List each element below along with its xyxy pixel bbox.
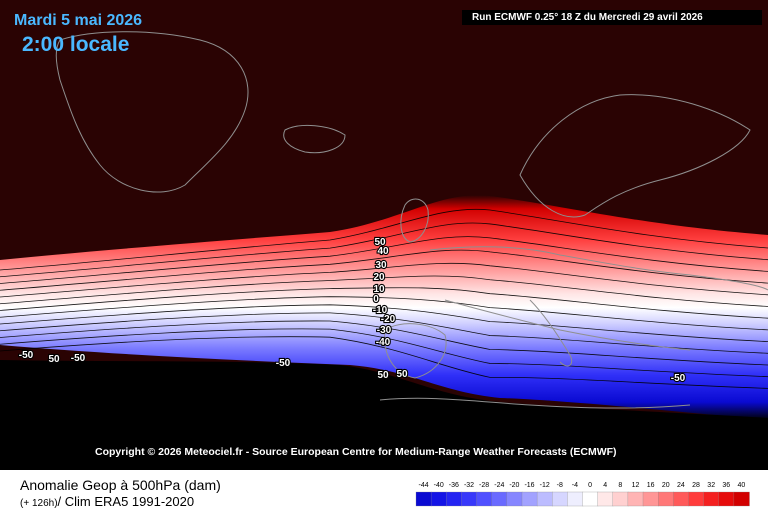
contour-line (0, 222, 768, 278)
contour-line (0, 275, 768, 307)
contour-label: 50 (48, 354, 60, 365)
legend-swatch (415, 491, 432, 507)
contour-label: -50 (19, 350, 34, 361)
legend-label: 20 (662, 482, 670, 489)
italy-coast (529, 299, 573, 367)
contour-label: -30 (377, 325, 392, 336)
contour-lines (0, 208, 768, 389)
map-subtitle: (+ 126h)/ Clim ERA5 1991-2020 (20, 494, 194, 509)
europe-coast (429, 246, 768, 351)
legend-swatch (703, 491, 720, 507)
legend-swatch (521, 491, 538, 507)
legend-swatch (567, 491, 584, 507)
forecast-lead: (+ 126h) (20, 498, 58, 509)
legend-swatch (430, 491, 447, 507)
legend-label: -16 (524, 482, 534, 489)
legend-swatch (552, 491, 568, 507)
contour-label: -40 (376, 337, 391, 348)
legend-label: 28 (692, 482, 700, 489)
legend-label: -32 (464, 482, 474, 489)
legend-swatch (506, 491, 523, 507)
north-africa-coast (379, 397, 691, 409)
contour-label: 50 (377, 370, 389, 381)
contour-line (0, 262, 768, 298)
legend-label: 24 (677, 482, 685, 489)
legend-swatch (446, 491, 463, 507)
legend-swatch (536, 491, 553, 507)
legend-label: -12 (540, 482, 550, 489)
contour-label: 50 (374, 237, 386, 248)
contour-label: -50 (71, 353, 86, 364)
legend-swatch (688, 491, 705, 507)
contour-line (0, 287, 768, 319)
contour-line (0, 249, 768, 291)
legend-label: 16 (647, 482, 655, 489)
legend-label: -8 (557, 482, 563, 489)
legend-swatch (582, 491, 599, 507)
coastlines (55, 31, 768, 409)
forecast-date: Mardi 5 mai 2026 (14, 12, 143, 29)
legend-swatch (612, 491, 629, 507)
legend-label: 0 (588, 482, 592, 489)
legend-label: -20 (509, 482, 519, 489)
contour-label: -20 (381, 314, 396, 325)
contour-line (0, 304, 768, 342)
legend-swatch (673, 491, 690, 507)
legend-labels: -44 -40 -36 -32 -28 -24 -20 -16 -12 -8 -4 0 4 8 12 16 20… (419, 482, 746, 489)
contour-label: 40 (377, 246, 389, 257)
legend-label: -40 (434, 482, 444, 489)
legend-label: 12 (632, 482, 640, 489)
legend-label: -24 (494, 482, 504, 489)
contour-line (0, 208, 768, 271)
legend-swatch (627, 491, 644, 507)
iberia-coast (384, 323, 447, 379)
contour-label: 0 (373, 294, 379, 305)
contour-line (0, 296, 768, 331)
contour-line (0, 328, 768, 378)
legend-swatches (415, 491, 750, 507)
scandinavia-coast (519, 94, 751, 218)
forecast-time: 2:00 locale (22, 33, 130, 56)
greenland-coast (55, 31, 249, 193)
legend-label: -28 (479, 482, 489, 489)
legend-label: -44 (419, 482, 429, 489)
contour-line (0, 336, 768, 389)
british-isles-coast (400, 198, 429, 243)
legend-swatch (642, 491, 659, 507)
legend-label: -36 (449, 482, 459, 489)
contour-labels: 50 40 30 20 10 0 -10 -20 -30 -40 -50 50 … (18, 236, 687, 385)
color-legend: -44 -40 -36 -32 -28 -24 -20 -16 -12 -8 -4 0 4 8 12 16 20… (415, 482, 750, 507)
legend-label: 8 (618, 482, 622, 489)
copyright-text: Copyright © 2026 Meteociel.fr - Source E… (95, 446, 617, 458)
contour-label: 50 (396, 369, 408, 380)
legend-label: -4 (572, 482, 578, 489)
legend-swatch (491, 491, 508, 507)
map-title: Anomalie Geop à 500hPa (dam) (20, 477, 221, 493)
contour-label: 20 (373, 272, 385, 283)
anomaly-map: 50 40 30 20 10 0 -10 -20 -30 -40 -50 50 … (0, 0, 768, 470)
legend-swatch (461, 491, 478, 507)
run-info: Run ECMWF 0.25° 18 Z du Mercredi 29 avri… (462, 10, 762, 25)
legend-swatch (658, 491, 674, 507)
contour-line (0, 320, 768, 366)
iceland-coast (283, 125, 346, 154)
legend-swatch (476, 491, 493, 507)
contour-label: 30 (375, 260, 387, 271)
legend-swatch (718, 491, 735, 507)
climatology-label: / Clim ERA5 1991-2020 (57, 494, 195, 509)
legend-swatch (597, 491, 614, 507)
legend-label: 4 (603, 482, 607, 489)
south-dark-region (0, 360, 768, 470)
legend-label: 36 (722, 482, 730, 489)
contour-line (0, 236, 768, 284)
contour-label: -10 (373, 305, 388, 316)
contour-label: -50 (276, 358, 291, 369)
contour-label: -50 (671, 373, 686, 384)
legend-label: 40 (738, 482, 746, 489)
contour-line (0, 312, 768, 354)
legend-swatch (733, 491, 750, 507)
contour-label: 10 (373, 284, 385, 295)
legend-label: 32 (707, 482, 715, 489)
